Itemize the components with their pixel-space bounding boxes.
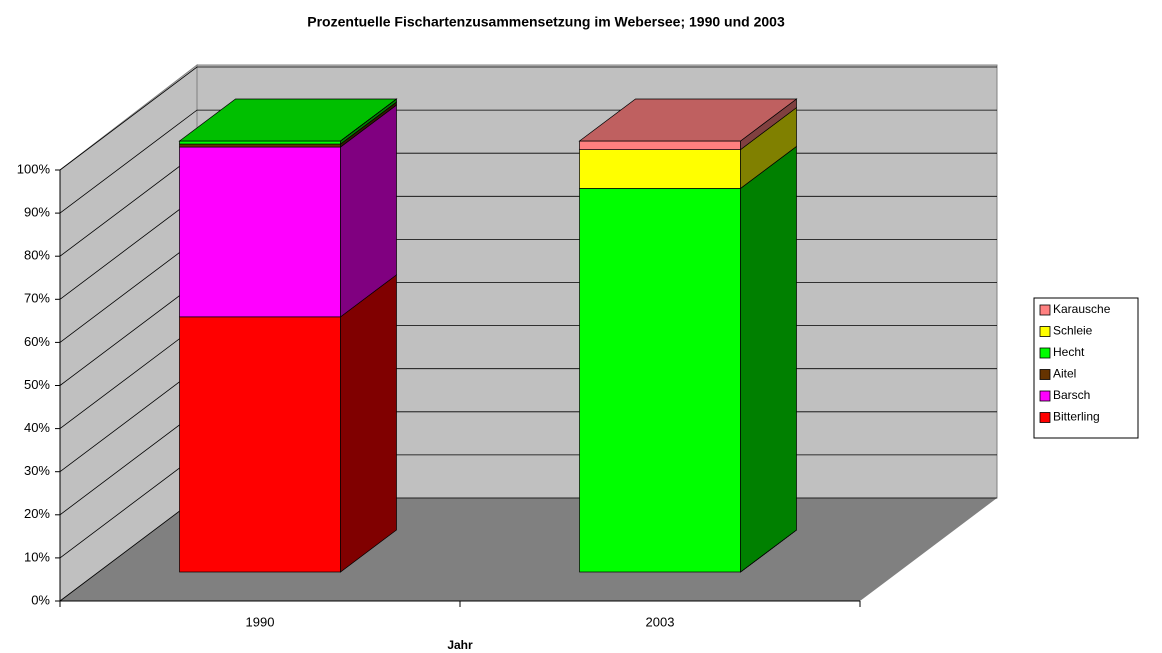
bar-front xyxy=(179,316,341,573)
grid-line xyxy=(59,66,997,171)
legend-swatch xyxy=(1039,304,1051,316)
legend-label: Aitel xyxy=(1053,367,1076,381)
x-tick-label: 2003 xyxy=(646,614,675,629)
legend-label: Schleie xyxy=(1053,324,1093,338)
y-tick-label: 20% xyxy=(24,506,50,521)
legend-swatch xyxy=(1039,347,1051,359)
legend-swatch xyxy=(1039,412,1051,423)
legend-label: Karausche xyxy=(1053,302,1111,316)
bar-side xyxy=(340,98,397,142)
y-tick-label: 70% xyxy=(24,291,50,306)
y-tick-label: 100% xyxy=(17,161,51,176)
bar-top xyxy=(578,98,798,142)
legend xyxy=(1033,297,1139,439)
legend-label: Hecht xyxy=(1053,345,1085,359)
legend-swatch xyxy=(1039,369,1051,380)
legend-label: Bitterling xyxy=(1053,410,1100,424)
y-tick-label: 0% xyxy=(31,592,50,607)
bar-front xyxy=(179,143,341,148)
bar-front xyxy=(179,146,341,318)
y-tick-label: 10% xyxy=(24,549,50,564)
y-tick-label: 40% xyxy=(24,420,50,435)
bar-front xyxy=(579,188,741,573)
legend-label: Barsch xyxy=(1053,388,1090,402)
y-tick-label: 50% xyxy=(24,377,50,392)
legend-swatch xyxy=(1039,390,1051,402)
legend-swatch xyxy=(1039,326,1051,337)
y-tick-label: 30% xyxy=(24,463,50,478)
x-axis-title: Jahr xyxy=(447,638,473,652)
bar-front xyxy=(579,140,741,150)
bar-front xyxy=(579,149,741,189)
chart-title: Prozentuelle Fischartenzusammensetzung i… xyxy=(307,14,785,30)
bar-front xyxy=(179,140,341,145)
x-tick-label: 1990 xyxy=(246,614,275,629)
y-tick-label: 80% xyxy=(24,248,50,263)
bar-side xyxy=(340,274,397,573)
y-tick-label: 90% xyxy=(24,205,50,220)
bar-side xyxy=(740,145,797,573)
y-tick-label: 60% xyxy=(24,334,50,349)
